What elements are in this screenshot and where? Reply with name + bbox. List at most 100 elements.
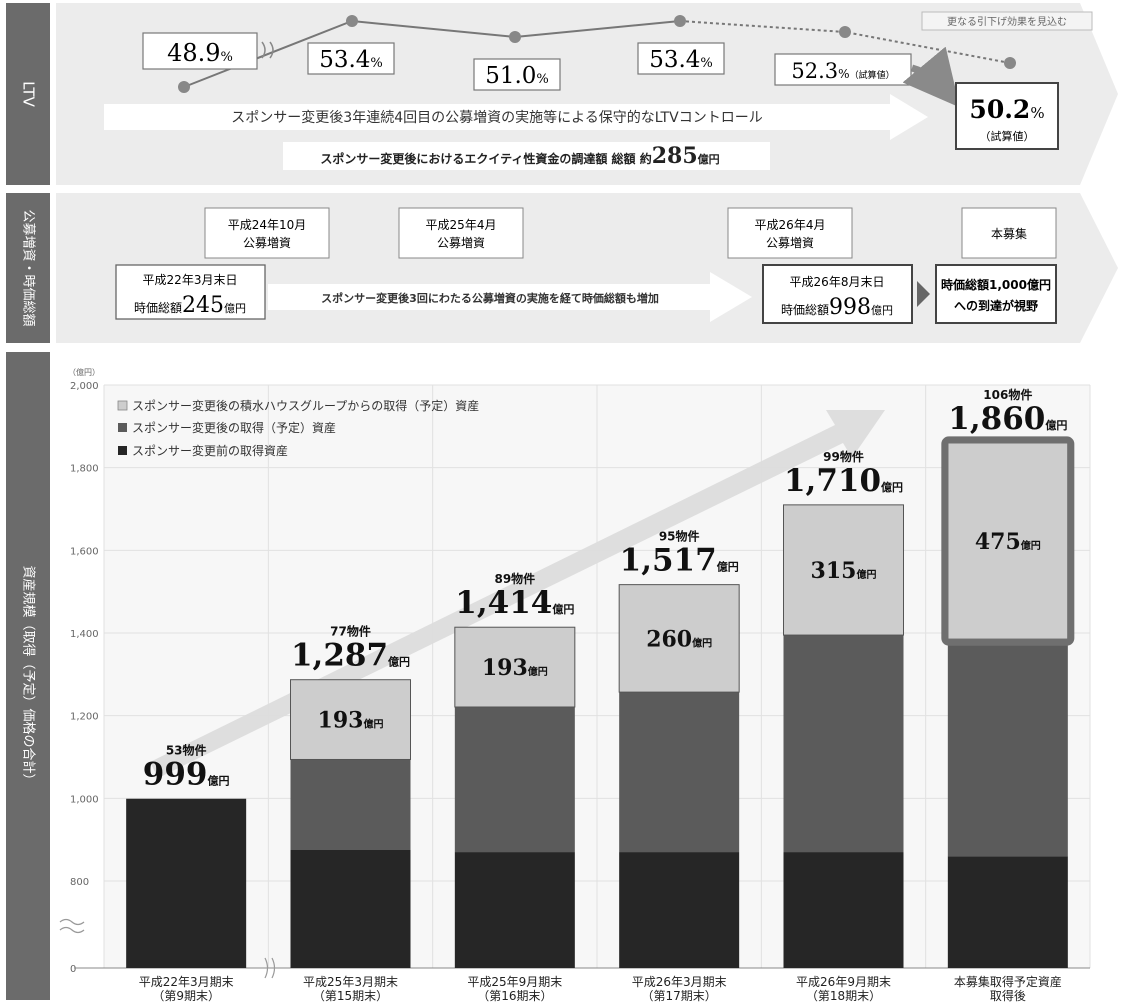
bar-segment xyxy=(947,856,1068,968)
svg-text:平成22年3月末日: 平成22年3月末日 xyxy=(143,273,238,287)
offering-growth-arrow xyxy=(268,272,752,322)
asset-section-label: 資産規模（取得（予定）価格の合計） xyxy=(21,565,37,786)
y-tick-label: 1,600 xyxy=(70,546,99,557)
property-count-label: 95物件 xyxy=(659,529,700,544)
total-value-label: 1,287億円 xyxy=(291,638,410,674)
axis-break-mark xyxy=(261,41,274,59)
svg-text:公募増資: 公募増資 xyxy=(437,236,485,250)
segment-value-label: 193億円 xyxy=(482,655,548,681)
bar-segment xyxy=(618,584,740,693)
x-tick-label: 平成26年9月期末 xyxy=(796,975,891,989)
total-value-label: 1,414億円 xyxy=(455,585,574,621)
highlight-frame xyxy=(941,436,1075,646)
ltv-callout: 48.9% xyxy=(142,32,258,70)
y-tick-label: 1,200 xyxy=(70,712,99,723)
ltv-dot xyxy=(346,15,358,27)
offering-side-bar xyxy=(6,193,50,343)
y-tick-label: 1,400 xyxy=(70,629,99,640)
y-tick-label: 1,000 xyxy=(70,794,99,805)
property-count-label: 77物件 xyxy=(330,624,371,639)
x-tick-label: 本募集取得予定資産 xyxy=(954,974,1062,989)
legend-label: スポンサー変更前の取得資産 xyxy=(132,443,288,458)
svg-text:時価総額1,000億円: 時価総額1,000億円 xyxy=(941,277,1051,292)
x-tick-label: 取得後 xyxy=(990,988,1026,1003)
svg-text:平成26年8月末日: 平成26年8月末日 xyxy=(790,275,885,289)
svg-text:公募増資: 公募増資 xyxy=(243,236,291,250)
x-tick-label: 平成26年3月期末 xyxy=(632,975,727,989)
total-value-label: 1,517億円 xyxy=(620,543,739,579)
total-value-label: 1,860億円 xyxy=(948,401,1067,437)
x-tick-label: 平成25年3月期末 xyxy=(303,975,398,989)
market-cap-goal-box: 時価総額1,000億円 への到達が視野 xyxy=(935,264,1057,324)
y-tick-label: 2,000 xyxy=(70,381,99,392)
bar-segment xyxy=(947,639,1068,857)
y-tick-label: 0 xyxy=(70,964,76,975)
x-tick-label: （第9期末） xyxy=(152,989,220,1003)
y-unit-label: （億円） xyxy=(68,367,100,377)
total-value-label: 999億円 xyxy=(143,757,230,793)
bar-segment xyxy=(290,759,411,850)
ltv-dot xyxy=(178,81,190,93)
legend-swatch xyxy=(118,423,127,432)
ltv-section-label: LTV xyxy=(20,81,38,107)
svg-text:50.2%: 50.2% xyxy=(969,95,1044,124)
x-tick-label: （第17期末） xyxy=(642,989,717,1003)
svg-text:平成24年10月: 平成24年10月 xyxy=(228,218,307,232)
property-count-label: 53物件 xyxy=(166,743,207,758)
svg-text:本募集: 本募集 xyxy=(991,226,1027,241)
bar-segment xyxy=(290,679,411,760)
bar-segment xyxy=(454,626,576,708)
x-tick-label: 平成25年9月期末 xyxy=(467,975,562,989)
segment-value-label: 315億円 xyxy=(811,558,877,584)
ltv-dot xyxy=(674,15,686,27)
x-axis-break-icon xyxy=(264,957,276,979)
legend-swatch xyxy=(117,400,128,411)
ltv-section: LTV 48.9% 53.4% 51.0% 53.4% xyxy=(6,3,1118,185)
x-tick-label: 平成22年3月期末 xyxy=(139,975,234,989)
ltv-callout: 53.4% xyxy=(307,42,395,75)
svg-text:48.9%: 48.9% xyxy=(167,39,233,67)
equity-text: スポンサー変更後におけるエクイティ性資金の調達額 総額 約285億円 xyxy=(320,143,719,169)
ltv-control-text: スポンサー変更後3年連続4回目の公募増資の実施等による保守的なLTVコントロール xyxy=(231,109,762,126)
y-tick-label: 1,800 xyxy=(70,464,99,475)
ltv-dot xyxy=(839,26,851,38)
bar-segment xyxy=(947,442,1069,640)
svg-text:公募増資: 公募増資 xyxy=(766,236,814,250)
asset-side-bar xyxy=(6,352,50,1000)
bar-segment xyxy=(783,852,904,968)
bar-segment xyxy=(454,852,575,968)
legend-label: スポンサー変更後の取得（予定）資産 xyxy=(132,420,336,435)
segment-value-label: 260億円 xyxy=(646,626,712,652)
ltv-reduction-arrow xyxy=(902,46,960,108)
ltv-side-bar xyxy=(6,3,50,185)
ltv-callout: 53.4% xyxy=(637,42,725,75)
offering-growth-text: スポンサー変更後3回にわたる公募増資の実施を経て時価総額も増加 xyxy=(321,291,659,305)
goal-pointer-icon xyxy=(917,281,930,307)
current-offering-box: 本募集 xyxy=(961,207,1057,259)
svg-text:時価総額245億円: 時価総額245億円 xyxy=(134,293,246,318)
asset-chart: 0 800 1,000 1,200 1,400 1,600 1,800 2,000 （億円） スポ… xyxy=(59,367,1091,1003)
bar-segment xyxy=(454,706,575,853)
svg-text:（試算値）: （試算値） xyxy=(980,129,1035,143)
x-tick-label: （第15期末） xyxy=(313,989,388,1003)
ltv-control-arrow xyxy=(104,94,928,140)
ltv-solid-line xyxy=(183,19,681,88)
further-note-box xyxy=(921,11,1093,31)
market-cap-start-box: 平成22年3月末日 時価総額245億円 xyxy=(115,264,266,320)
y-axis-break-icon xyxy=(59,918,85,934)
bar-segment xyxy=(619,692,740,853)
property-count-label: 106物件 xyxy=(983,387,1032,402)
equity-box xyxy=(283,142,770,170)
ltv-final-box: 50.2% （試算値） xyxy=(955,82,1059,150)
ltv-dot xyxy=(509,31,521,43)
offering-event-box: 平成25年4月 公募増資 xyxy=(398,207,524,259)
bar-segment xyxy=(619,852,740,968)
offering-section: 公募増資・時価総額 平成24年10月 公募増資 平成25年4月 公募増資 平成2… xyxy=(6,193,1118,343)
bar-segment xyxy=(126,798,247,968)
svg-text:平成25年4月: 平成25年4月 xyxy=(426,218,497,232)
bar-segment xyxy=(290,850,411,968)
offering-event-box: 平成26年4月 公募増資 xyxy=(727,207,853,259)
svg-text:52.3%（試算値）: 52.3%（試算値） xyxy=(791,59,894,83)
offering-event-box: 平成24年10月 公募増資 xyxy=(204,207,330,259)
